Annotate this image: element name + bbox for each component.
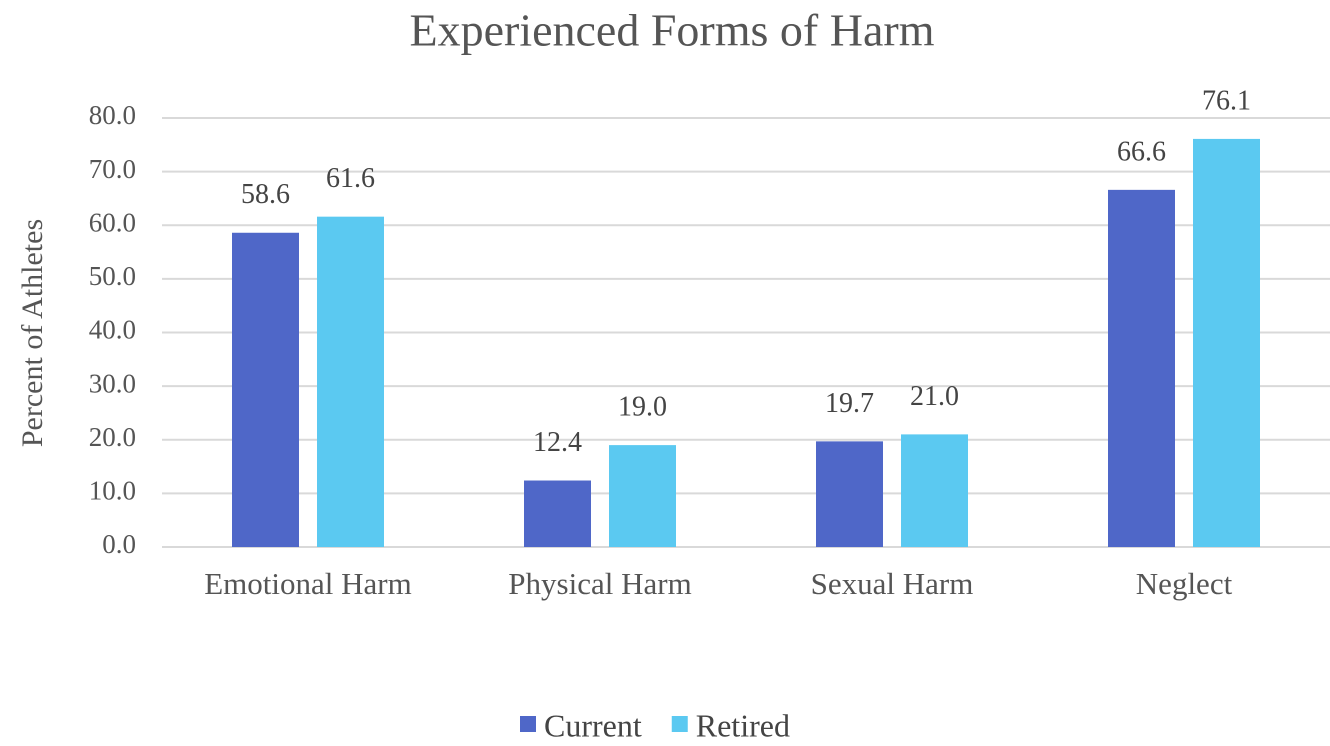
x-tick-label: Physical Harm bbox=[508, 566, 691, 601]
y-tick-label: 70.0 bbox=[89, 154, 136, 184]
x-tick-label: Neglect bbox=[1136, 566, 1233, 601]
legend-swatch bbox=[520, 716, 536, 732]
data-label: 61.6 bbox=[326, 163, 375, 194]
bar bbox=[1108, 189, 1175, 548]
legend-label: Retired bbox=[696, 707, 790, 743]
y-tick-label: 10.0 bbox=[89, 476, 136, 506]
chart-title: Experienced Forms of Harm bbox=[409, 5, 934, 56]
legend-swatch bbox=[671, 716, 688, 732]
data-label: 12.4 bbox=[533, 427, 582, 458]
data-label: 19.7 bbox=[825, 388, 874, 419]
legend-label: Current bbox=[544, 707, 642, 743]
x-tick-label: Emotional Harm bbox=[204, 566, 411, 601]
bar bbox=[317, 216, 384, 548]
bar bbox=[609, 445, 676, 547]
y-tick-label: 20.0 bbox=[89, 422, 136, 452]
y-tick-label: 50.0 bbox=[89, 261, 136, 291]
y-axis-label: Percent of Athletes bbox=[16, 219, 49, 447]
bar bbox=[1193, 138, 1260, 547]
data-label: 58.6 bbox=[241, 179, 290, 210]
data-label: 19.0 bbox=[618, 392, 667, 423]
y-tick-label: 30.0 bbox=[89, 368, 136, 398]
y-tick-label: 40.0 bbox=[89, 315, 136, 345]
data-label: 66.6 bbox=[1117, 136, 1166, 167]
x-tick-label: Sexual Harm bbox=[811, 566, 974, 601]
bar bbox=[901, 434, 968, 547]
y-tick-label: 80.0 bbox=[89, 100, 136, 130]
bar bbox=[816, 441, 883, 547]
bar bbox=[232, 232, 299, 547]
bar bbox=[524, 480, 591, 547]
y-tick-label: 60.0 bbox=[89, 207, 136, 237]
data-label: 21.0 bbox=[910, 381, 959, 412]
y-tick-label: 0.0 bbox=[102, 529, 136, 559]
data-label: 76.1 bbox=[1202, 85, 1251, 116]
